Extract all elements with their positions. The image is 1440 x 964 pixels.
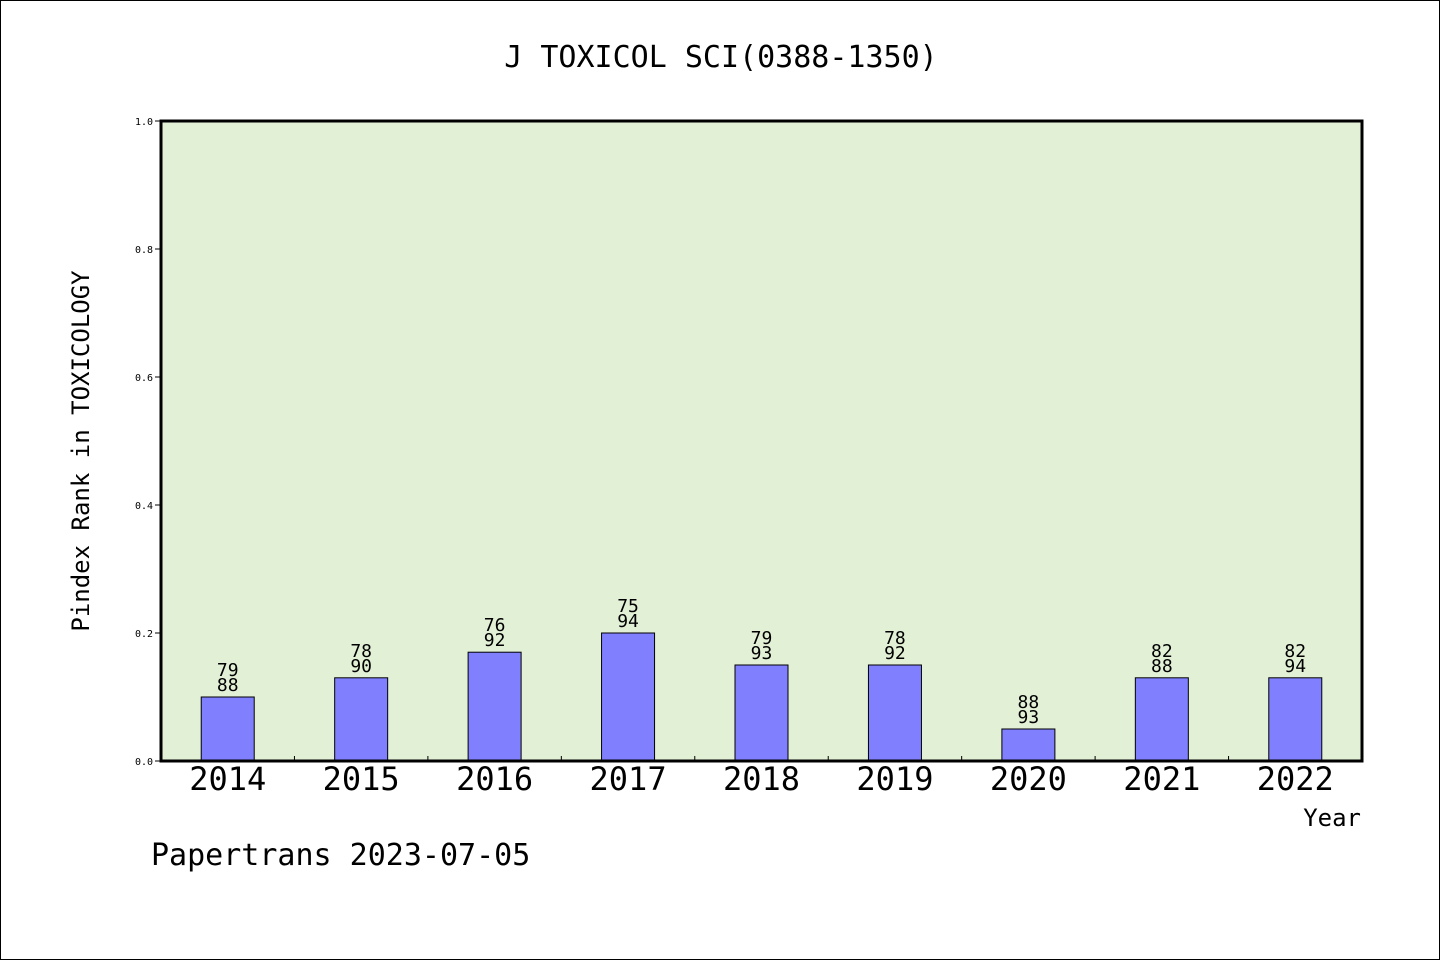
bar-label-top: 82 [1151, 641, 1173, 662]
bar-2014 [200, 696, 255, 762]
bar-label-bottom: 93 [751, 643, 773, 664]
y-axis-ticks: 0.0 0.2 0.4 0.6 0.8 1.0 [135, 117, 161, 768]
bar-label-top: 79 [751, 628, 773, 649]
bar-label-bottom: 90 [350, 656, 372, 677]
bar-2016 [467, 651, 522, 762]
x-axis-ticks: 2014 2015 2016 2017 2018 2019 2020 2021 2022 [189, 756, 1334, 798]
y-tick-label: 1.0 [135, 117, 153, 128]
bar-label-top: 88 [1018, 692, 1040, 713]
x-tick-label: 2015 [323, 760, 400, 798]
bar-label-bottom: 93 [1018, 707, 1040, 728]
x-tick-label: 2014 [189, 760, 266, 798]
bar-2019 [867, 664, 922, 762]
bar-label-bottom: 92 [484, 630, 506, 651]
plot-area [161, 121, 1362, 761]
x-tick-label: 2019 [856, 760, 933, 798]
bar-label-top: 75 [617, 596, 639, 617]
y-tick-label: 0.4 [135, 501, 153, 512]
bar-label-bottom: 88 [1151, 656, 1173, 677]
y-tick-label: 0.6 [135, 373, 153, 384]
bar-label-top: 76 [484, 615, 506, 636]
bar-label-top: 78 [350, 641, 372, 662]
bar-2022 [1268, 677, 1323, 762]
footer-credit: Papertrans 2023-07-05 [151, 838, 530, 873]
bar-series [200, 632, 1323, 762]
y-tick-label: 0.0 [135, 757, 153, 768]
bar-2018 [734, 664, 789, 762]
y-tick-label: 0.8 [135, 245, 153, 256]
bar-label-bottom: 94 [1284, 656, 1306, 677]
x-tick-label: 2021 [1123, 760, 1200, 798]
y-axis-label: Pindex Rank in TOXICOLOGY [67, 270, 95, 632]
x-tick-label: 2018 [723, 760, 800, 798]
plot-border [159, 119, 1364, 763]
bar-2020 [1001, 728, 1056, 762]
x-axis-label: Year [1303, 804, 1361, 832]
bar-label-bottom: 92 [884, 643, 906, 664]
bar-label-top: 78 [884, 628, 906, 649]
bar-2015 [334, 677, 389, 762]
bar-label-bottom: 88 [217, 675, 239, 696]
bar-label-top: 82 [1284, 641, 1306, 662]
chart-title: J TOXICOL SCI(0388-1350) [504, 40, 937, 75]
bar-label-top: 79 [217, 660, 239, 681]
bar-2017 [601, 632, 656, 762]
y-tick-label: 0.2 [135, 629, 153, 640]
bar-2021 [1134, 677, 1189, 762]
bar-label-bottom: 94 [617, 611, 639, 632]
x-tick-label: 2022 [1257, 760, 1334, 798]
x-tick-label: 2020 [990, 760, 1067, 798]
x-tick-label: 2016 [456, 760, 533, 798]
x-tick-label: 2017 [590, 760, 667, 798]
